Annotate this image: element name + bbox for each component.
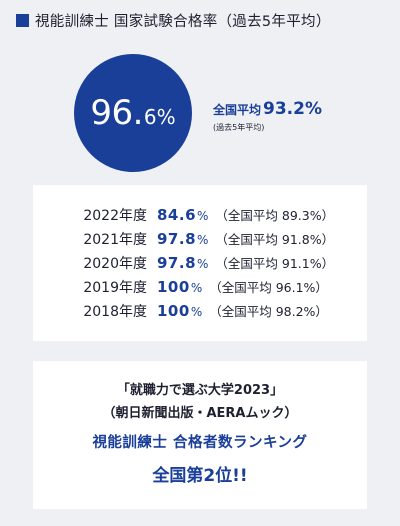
year-rate: 100 [157, 302, 190, 320]
ranking-category: 視能訓練士 合格者数ランキング [92, 435, 308, 451]
section-heading: 視能訓練士 国家試験合格率（過去5年平均） [16, 10, 331, 31]
ranking-source: （朝日新聞出版・AERAムック） [102, 406, 298, 421]
average-rate-decimal: 6% [143, 105, 176, 129]
yearly-rates-panel: 2022年度 84.6 % （全国平均 89.3%） 2021年度 97.8 %… [33, 185, 367, 341]
ranking-panel: 「就職力で選ぶ大学2023」 （朝日新聞出版・AERAムック） 視能訓練士 合格… [33, 361, 367, 509]
year-national-average: （全国平均 98.2%） [209, 304, 328, 319]
year-label: 2022年度 [83, 208, 147, 224]
ranking-result: 全国第2位!! [152, 466, 248, 486]
year-row: 2020年度 97.8 % （全国平均 91.1%） [33, 253, 367, 277]
year-rate: 100 [157, 278, 190, 296]
year-label: 2020年度 [83, 256, 147, 272]
national-average-value: 93.2% [263, 99, 322, 119]
year-row: 2019年度 100 % （全国平均 96.1%） [33, 277, 367, 301]
year-national-average: （全国平均 91.8%） [215, 232, 335, 247]
national-average-note: (過去5年平均) [213, 123, 265, 132]
year-national-average: （全国平均 96.1%） [209, 280, 328, 295]
year-rate-percent: % [197, 233, 209, 247]
year-rate-percent: % [190, 281, 203, 295]
year-label: 2018年度 [83, 304, 147, 320]
year-label: 2019年度 [83, 280, 147, 296]
year-rate-percent: % [190, 305, 203, 319]
year-rate: 97.8 [157, 230, 197, 248]
year-row: 2021年度 97.8 % （全国平均 91.8%） [33, 229, 367, 253]
year-label: 2021年度 [83, 232, 147, 248]
national-average: 全国平均 93.2% [213, 99, 322, 119]
year-rate-percent: % [197, 257, 209, 271]
heading-text: 視能訓練士 国家試験合格率（過去5年平均） [35, 14, 331, 30]
year-rate: 84.6 [157, 206, 197, 224]
year-row: 2022年度 84.6 % （全国平均 89.3%） [33, 205, 367, 229]
average-rate-circle: 96. 6% [74, 54, 192, 172]
ranking-title: 「就職力で選ぶ大学2023」 [116, 383, 284, 398]
heading-square-icon [16, 14, 29, 27]
national-average-label: 全国平均 [213, 103, 262, 117]
year-rate: 97.8 [157, 254, 197, 272]
year-national-average: （全国平均 89.3%） [215, 208, 335, 223]
year-national-average: （全国平均 91.1%） [215, 256, 335, 271]
average-rate-integer: 96. [90, 93, 143, 133]
year-row: 2018年度 100 % （全国平均 98.2%） [33, 301, 367, 325]
year-rate-percent: % [197, 209, 209, 223]
